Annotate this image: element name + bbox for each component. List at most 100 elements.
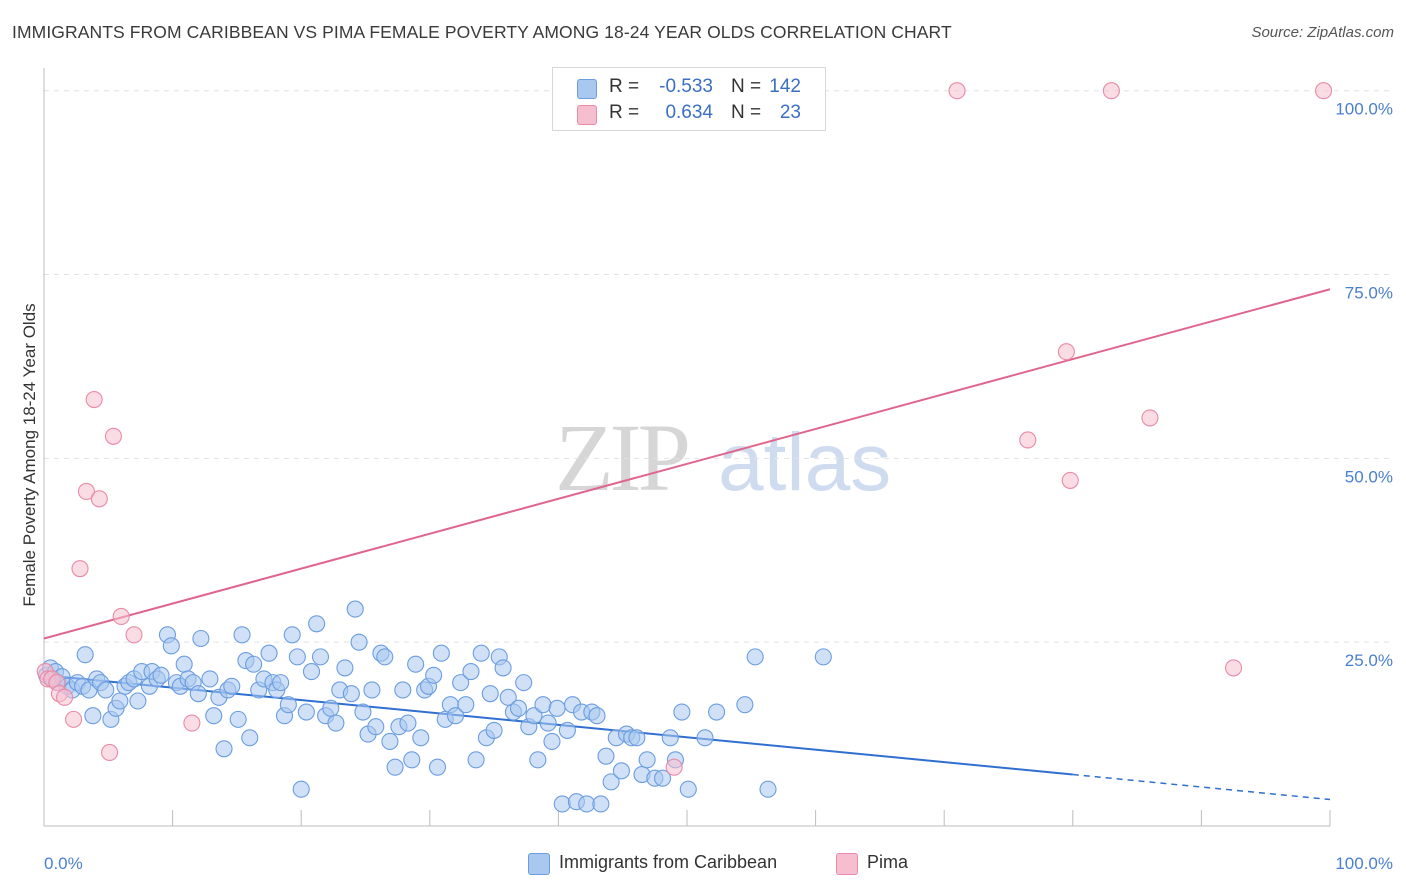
caribbean-point <box>152 666 170 684</box>
caribbean-point <box>708 703 726 721</box>
caribbean-point <box>428 758 447 776</box>
caribbean-point <box>472 644 490 662</box>
caribbean-point <box>175 655 193 673</box>
legend-n-value: 23 <box>779 102 801 123</box>
pima-point <box>90 490 108 508</box>
caribbean-point <box>129 692 147 710</box>
caribbean-point <box>367 718 385 736</box>
pima-point <box>183 714 201 732</box>
caribbean-point <box>515 674 533 692</box>
caribbean-point <box>673 703 691 721</box>
pima-point <box>112 607 130 625</box>
caribbean-point <box>245 655 263 673</box>
y-tick-label: 25.0% <box>1345 651 1393 670</box>
y-tick-label: 50.0% <box>1345 467 1393 486</box>
caribbean-point <box>462 663 480 681</box>
caribbean-point <box>311 648 330 666</box>
pima-point <box>1141 409 1159 427</box>
caribbean-point <box>346 600 364 618</box>
pima-point <box>125 626 143 644</box>
pima-point <box>85 390 103 409</box>
pima-trend-line <box>43 288 1331 640</box>
pima-point <box>104 427 122 445</box>
caribbean-point <box>814 648 832 666</box>
caribbean-point <box>509 699 528 717</box>
caribbean-point <box>297 703 315 721</box>
caribbean-point <box>223 677 241 695</box>
pima-point <box>65 710 83 728</box>
caribbean-point <box>308 615 326 633</box>
caribbean-point <box>628 729 646 747</box>
caribbean-point <box>612 762 630 780</box>
pima-point <box>1315 82 1333 100</box>
pima-point <box>948 82 966 100</box>
caribbean-point <box>467 751 485 769</box>
caribbean-point <box>97 681 115 699</box>
caribbean-point <box>602 773 620 791</box>
caribbean-point <box>399 714 417 732</box>
legend-swatch-pima <box>836 853 858 875</box>
caribbean-point <box>322 699 340 717</box>
pima-point <box>77 482 95 500</box>
caribbean-point <box>288 648 306 666</box>
caribbean-point <box>302 663 321 681</box>
caribbean-point <box>481 685 499 703</box>
caribbean-point <box>588 707 606 725</box>
caribbean-point <box>76 646 94 664</box>
legend-row-caribbean: R = -0.533 N = 142 <box>553 76 825 102</box>
caribbean-point <box>432 644 450 662</box>
caribbean-point <box>354 703 372 721</box>
pima-point <box>1061 471 1079 489</box>
legend-r-value: -0.533 <box>659 76 713 97</box>
y-tick-label: 100.0% <box>1335 100 1393 119</box>
legend-label-pima: Pima <box>867 852 909 872</box>
caribbean-point <box>592 795 610 813</box>
pima-point <box>56 688 74 706</box>
caribbean-point <box>283 626 301 644</box>
caribbean-point <box>425 666 443 684</box>
caribbean-point <box>363 681 381 699</box>
pima-point <box>1102 82 1120 100</box>
caribbean-point <box>386 758 404 776</box>
caribbean-point <box>446 707 465 725</box>
y-tick-label: 75.0% <box>1345 284 1393 303</box>
caribbean-point <box>539 714 557 732</box>
caribbean-point <box>336 659 354 677</box>
pima-point <box>665 758 683 776</box>
caribbean-point <box>272 674 290 692</box>
caribbean-point <box>192 629 210 648</box>
caribbean-point <box>189 685 207 703</box>
legend-n-value: 142 <box>769 76 801 97</box>
caribbean-point <box>494 659 512 677</box>
caribbean-point <box>412 729 430 747</box>
x-tick-label: 100.0% <box>1335 854 1393 873</box>
legend-row-pima: R = 0.634 N = 23 <box>553 102 825 128</box>
pima-point <box>101 743 119 762</box>
caribbean-point <box>759 780 777 798</box>
caribbean-point <box>548 699 566 717</box>
caribbean-point <box>233 626 251 644</box>
caribbean-point <box>394 681 412 699</box>
caribbean-point <box>736 696 754 714</box>
caribbean-point <box>597 747 615 765</box>
caribbean-point <box>260 644 278 662</box>
caribbean-point <box>201 670 219 688</box>
y-axis-title: Female Poverty Among 18-24 Year Olds <box>20 303 39 606</box>
caribbean-point <box>381 732 399 750</box>
caribbean-point <box>292 780 310 798</box>
caribbean-point <box>638 751 656 769</box>
source-label: Source: ZipAtlas.com <box>1251 24 1394 41</box>
caribbean-point <box>403 751 421 769</box>
legend-swatch-pima <box>577 105 597 125</box>
pima-point <box>1057 343 1075 361</box>
series-legend: Immigrants from Caribbean Pima <box>0 852 1406 878</box>
legend-swatch-caribbean <box>528 853 550 875</box>
caribbean-point <box>350 633 368 651</box>
caribbean-point <box>553 795 571 813</box>
caribbean-point <box>558 721 576 739</box>
caribbean-point <box>84 707 102 725</box>
legend-n-label: N = <box>731 76 762 97</box>
caribbean-point <box>543 732 561 750</box>
caribbean-point <box>525 707 543 725</box>
